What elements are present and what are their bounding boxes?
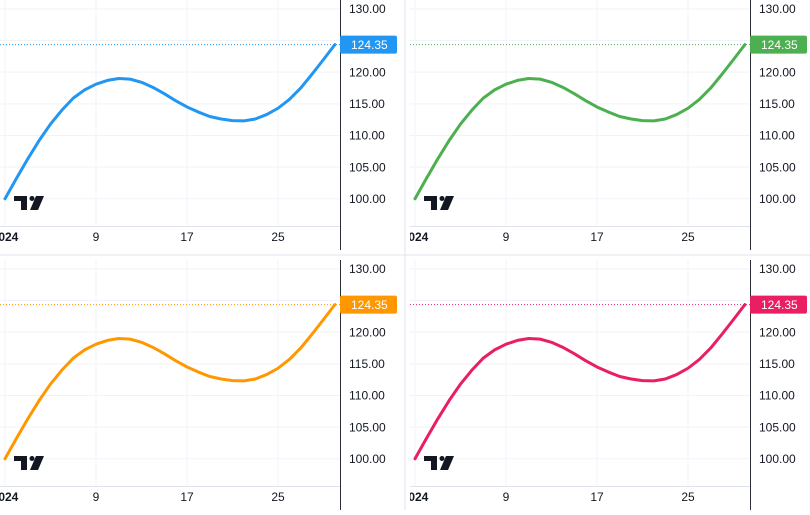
price-label: 124.35 (761, 38, 798, 52)
y-tick-label: 105.00 (349, 160, 386, 174)
x-tick-label: 9 (503, 230, 510, 244)
x-tick-label: 17 (180, 490, 194, 504)
line-series (3, 43, 337, 201)
logo (424, 456, 454, 470)
chart-panel: 100.00105.00110.00115.00120.00125.00130.… (0, 0, 397, 250)
y-tick-label: 100.00 (759, 192, 796, 206)
y-tick-label: 115.00 (349, 97, 385, 111)
x-tick-label: 2024 (402, 230, 429, 244)
logo-shape (440, 456, 454, 470)
price-label: 124.35 (351, 38, 388, 52)
logo-shape (440, 196, 454, 210)
y-tick-label: 120.00 (349, 65, 386, 79)
y-tick-label: 130.00 (759, 262, 796, 276)
x-tick-label: 9 (93, 230, 100, 244)
logo (424, 196, 454, 210)
y-tick-label: 115.00 (759, 97, 795, 111)
x-tick-label: 9 (93, 490, 100, 504)
line-series (3, 303, 337, 461)
x-tick-label: 2024 (0, 490, 19, 504)
x-tick-label: 25 (681, 490, 695, 504)
logo-shape (14, 456, 27, 470)
x-tick-label: 25 (681, 230, 695, 244)
x-tick-label: 17 (180, 230, 194, 244)
y-tick-label: 105.00 (349, 420, 386, 434)
logo (14, 196, 44, 210)
logo-shape (29, 456, 35, 461)
x-tick-label: 2024 (0, 230, 19, 244)
y-tick-label: 110.00 (349, 389, 385, 403)
chart-panel: 100.00105.00110.00115.00120.00125.00130.… (402, 260, 807, 510)
price-label-box (750, 35, 807, 54)
price-label: 124.35 (351, 298, 388, 312)
logo (14, 456, 44, 470)
x-tick-label: 9 (503, 490, 510, 504)
line-series (413, 303, 747, 461)
logo-shape (30, 456, 44, 470)
y-tick-label: 120.00 (759, 325, 796, 339)
x-tick-label: 2024 (402, 490, 429, 504)
logo-shape (439, 456, 445, 461)
y-tick-label: 100.00 (349, 452, 386, 466)
y-tick-label: 105.00 (759, 420, 796, 434)
y-tick-label: 130.00 (349, 262, 386, 276)
y-tick-label: 120.00 (349, 325, 386, 339)
logo-shape (30, 196, 44, 210)
y-tick-label: 105.00 (759, 160, 796, 174)
logo-shape (14, 196, 27, 210)
x-tick-label: 17 (590, 230, 604, 244)
y-tick-label: 100.00 (349, 192, 386, 206)
y-tick-label: 115.00 (759, 357, 795, 371)
y-tick-label: 130.00 (759, 2, 796, 16)
y-tick-label: 100.00 (759, 452, 796, 466)
price-label-box (750, 295, 807, 314)
y-tick-label: 115.00 (349, 357, 385, 371)
x-tick-label: 17 (590, 490, 604, 504)
price-label-box (340, 295, 397, 314)
x-tick-label: 25 (271, 490, 285, 504)
logo-shape (424, 196, 437, 210)
chart-panel: 100.00105.00110.00115.00120.00125.00130.… (0, 260, 397, 510)
y-tick-label: 110.00 (759, 389, 795, 403)
chart-panel: 100.00105.00110.00115.00120.00125.00130.… (402, 0, 807, 250)
price-label: 124.35 (761, 298, 798, 312)
line-series (413, 43, 747, 201)
logo-shape (29, 196, 35, 201)
price-label-box (340, 35, 397, 54)
y-tick-label: 130.00 (349, 2, 386, 16)
y-tick-label: 120.00 (759, 65, 796, 79)
y-tick-label: 110.00 (349, 129, 385, 143)
y-tick-label: 110.00 (759, 129, 795, 143)
x-tick-label: 25 (271, 230, 285, 244)
logo-shape (424, 456, 437, 470)
logo-shape (439, 196, 445, 201)
